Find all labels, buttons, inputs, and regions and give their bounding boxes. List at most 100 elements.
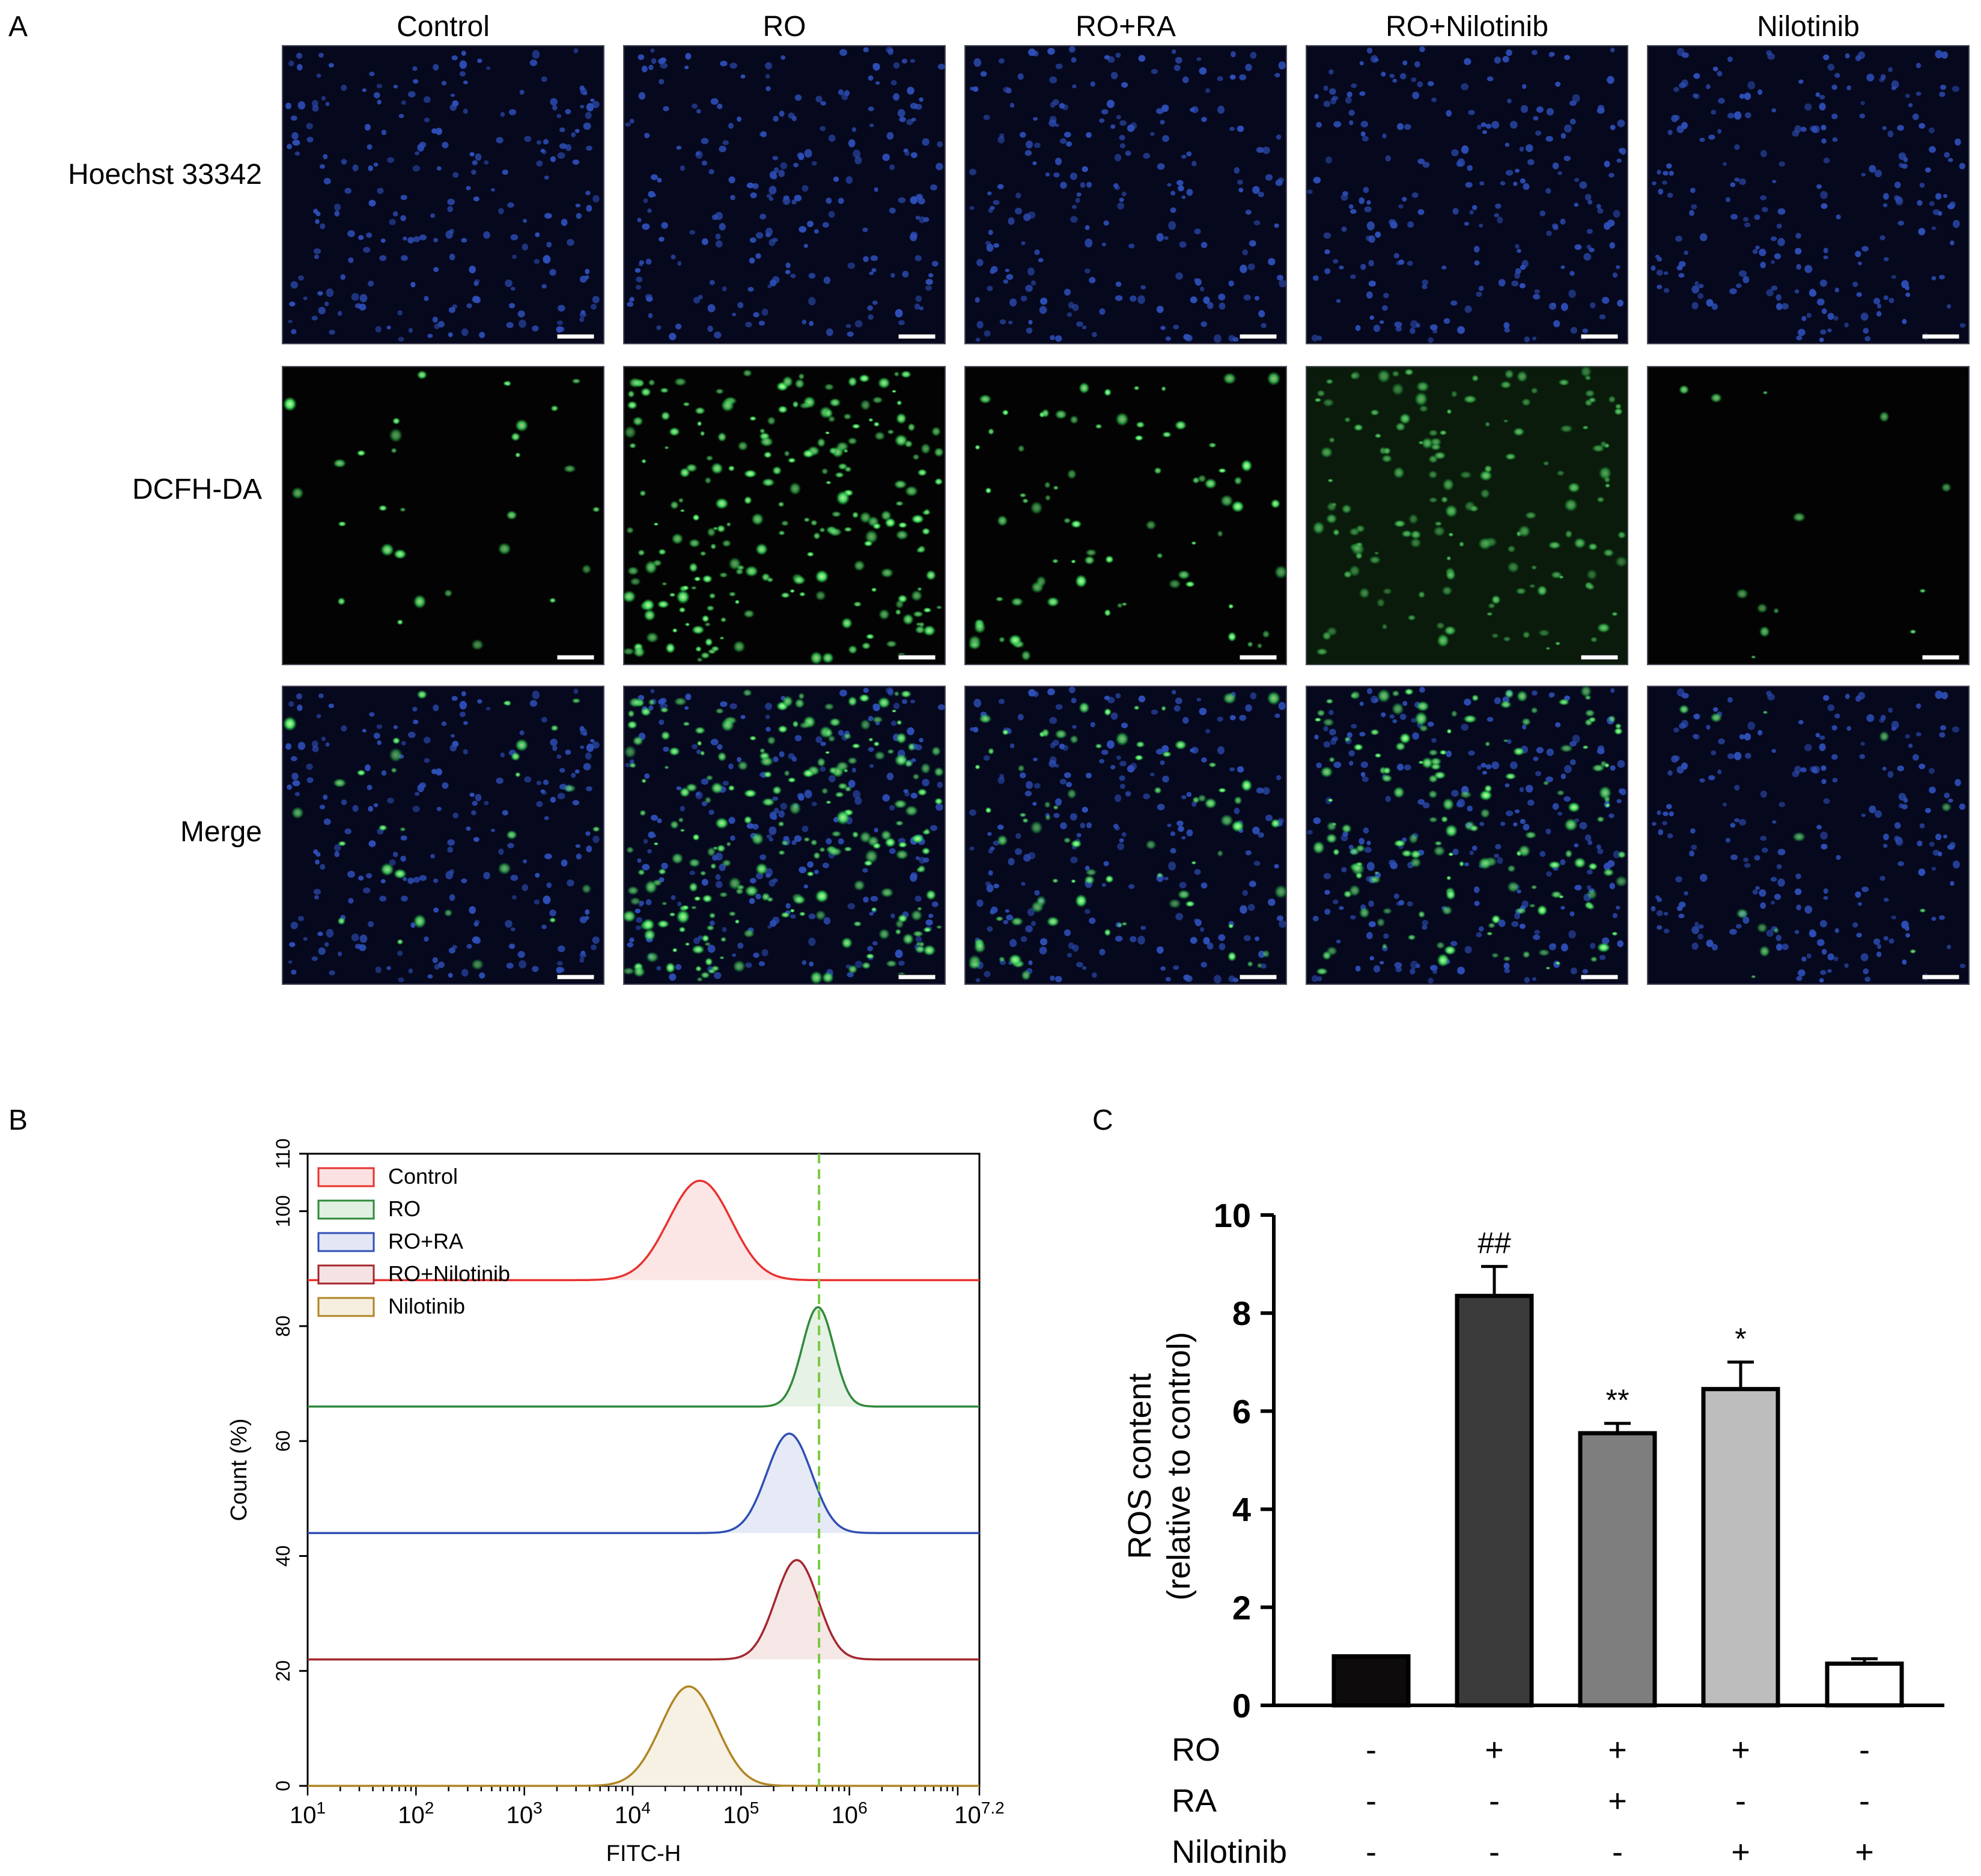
column-header-4: Nilotinib <box>1757 11 1860 43</box>
histogram-fill-2 <box>308 1433 979 1533</box>
column-header-1: RO <box>763 11 806 43</box>
panel-c-letter: C <box>1092 1104 1113 1136</box>
flow-histogram: 0 20 40 60 80 100 110 101 102 103 104 105 106 107.2 Co… <box>272 1138 1005 1829</box>
micrograph-dcfh-da-4 <box>1647 366 1970 665</box>
micrograph-merge-2 <box>964 686 1288 985</box>
treatment-sign-0-3: + <box>1731 1732 1750 1768</box>
y-axis-label: Count (%) <box>227 1418 252 1521</box>
bar-4 <box>1825 1661 1904 1708</box>
micrograph-hoechst-33342-4 <box>1647 45 1970 344</box>
y-tick-label-2: 40 <box>272 1546 294 1567</box>
legend-label-4: Nilotinib <box>388 1294 465 1318</box>
treatment-label-1: RA <box>1172 1783 1217 1819</box>
treatment-sign-2-2: - <box>1612 1834 1623 1870</box>
legend-label-2: RO+RA <box>388 1229 463 1253</box>
y-axis-label-group: ROS content (relative to control) <box>1122 1332 1197 1600</box>
micrograph-merge-3 <box>1306 685 1628 985</box>
y-tick-label-4: 80 <box>272 1315 294 1337</box>
column-headers: Control RO RO+RA RO+Nilotinib Nilotinib <box>397 11 1860 43</box>
y-tick-label-1: 20 <box>272 1660 294 1682</box>
panel-b-letter: B <box>8 1104 28 1136</box>
treatment-sign-0-1: + <box>1485 1732 1504 1768</box>
histogram-line-2 <box>308 1432 979 1534</box>
y-tick-label-3: 60 <box>272 1430 294 1452</box>
y-axis-label-line1: ROS content <box>1122 1373 1158 1559</box>
row-header-0: Hoechst 33342 <box>68 159 262 190</box>
treatment-sign-0-4: - <box>1859 1732 1870 1768</box>
column-header-0: Control <box>397 11 490 43</box>
y-tick-label-0: 0 <box>272 1780 294 1791</box>
histogram-fill-1 <box>308 1307 979 1407</box>
significance-3: * <box>1735 1322 1746 1356</box>
panel-a-letter: A <box>8 11 28 43</box>
histogram-line-3 <box>308 1559 979 1661</box>
row-headers: Hoechst 33342 DCFH-DA Merge <box>68 159 262 848</box>
micrograph-hoechst-33342-1 <box>623 45 946 344</box>
significance-1: ## <box>1477 1226 1511 1260</box>
x-tick-label-1: 102 <box>398 1798 434 1829</box>
x-tick-label-5: 106 <box>832 1798 868 1829</box>
treatment-label-2: Nilotinib <box>1172 1834 1287 1870</box>
y-tick-label-3: 6 <box>1232 1392 1251 1430</box>
bar-3 <box>1701 1387 1780 1708</box>
bar-2 <box>1578 1431 1657 1708</box>
micrograph-merge-0 <box>282 686 604 985</box>
legend-swatch-1 <box>317 1199 375 1220</box>
micrograph-hoechst-33342-0 <box>282 45 604 344</box>
legend-swatch-3 <box>317 1264 375 1285</box>
micrograph-hoechst-33342-3 <box>1306 45 1628 344</box>
y-tick-label-2: 4 <box>1232 1491 1251 1529</box>
treatment-sign-1-4: - <box>1859 1783 1870 1819</box>
legend-label-1: RO <box>388 1196 421 1221</box>
micrograph-merge-4 <box>1647 686 1970 985</box>
treatment-sign-0-0: - <box>1366 1732 1377 1768</box>
column-header-2: RO+RA <box>1076 11 1176 43</box>
treatment-sign-2-1: - <box>1489 1834 1500 1870</box>
y-tick-label-4: 8 <box>1232 1294 1251 1332</box>
micrograph-grid <box>282 45 1970 985</box>
treatment-sign-1-3: - <box>1735 1783 1746 1819</box>
x-tick-label-2: 103 <box>507 1798 543 1829</box>
treatment-sign-2-4: + <box>1855 1834 1874 1870</box>
x-tick-label-6: 107.2 <box>954 1798 1004 1829</box>
legend-swatch-4 <box>317 1297 375 1317</box>
legend-label-0: Control <box>388 1164 458 1189</box>
histogram-fill-3 <box>308 1560 979 1660</box>
row-header-2: Merge <box>180 816 262 848</box>
treatment-label-0: RO <box>1172 1732 1220 1768</box>
x-tick-label-3: 104 <box>615 1798 651 1829</box>
significance-2: ** <box>1606 1383 1630 1417</box>
legend-label-3: RO+Nilotinib <box>388 1261 510 1286</box>
micrograph-hoechst-33342-2 <box>964 45 1287 344</box>
row-header-1: DCFH-DA <box>132 474 262 505</box>
bar-1 <box>1455 1294 1534 1708</box>
micrograph-dcfh-da-1 <box>622 366 946 665</box>
panel-b: B 0 20 40 60 80 100 110 101 102 103 104 105 106 107.2… <box>8 1104 1005 1866</box>
y-tick-label-1: 2 <box>1232 1589 1251 1627</box>
micrograph-dcfh-da-0 <box>282 366 604 665</box>
legend-swatch-2 <box>317 1232 375 1252</box>
y-tick-label-5: 100 <box>272 1195 294 1227</box>
y-tick-label-5: 10 <box>1214 1196 1251 1234</box>
histogram-fill-4 <box>308 1686 979 1786</box>
treatment-table: RO - + + + - RA - - + - - Nilotinib - - - + + <box>1172 1732 1874 1870</box>
treatment-sign-2-0: - <box>1366 1834 1377 1870</box>
column-header-3: RO+Nilotinib <box>1386 11 1548 43</box>
treatment-sign-2-3: + <box>1731 1834 1750 1870</box>
micrograph-dcfh-da-3 <box>1306 365 1628 665</box>
treatment-sign-0-2: + <box>1608 1732 1627 1768</box>
micrograph-dcfh-da-2 <box>964 366 1288 665</box>
y-axis-label-line2: (relative to control) <box>1161 1332 1197 1600</box>
y-tick-label-0: 0 <box>1232 1687 1251 1725</box>
legend-swatch-0 <box>317 1167 375 1187</box>
histogram-line-4 <box>308 1685 979 1787</box>
x-tick-label-0: 101 <box>290 1798 326 1829</box>
treatment-sign-1-1: - <box>1489 1783 1500 1819</box>
histogram-line-0 <box>308 1180 979 1282</box>
y-tick-label-6: 110 <box>272 1138 294 1169</box>
treatment-sign-1-0: - <box>1366 1783 1377 1819</box>
x-axis-label: FITC-H <box>606 1841 681 1866</box>
bar-0 <box>1331 1654 1411 1708</box>
